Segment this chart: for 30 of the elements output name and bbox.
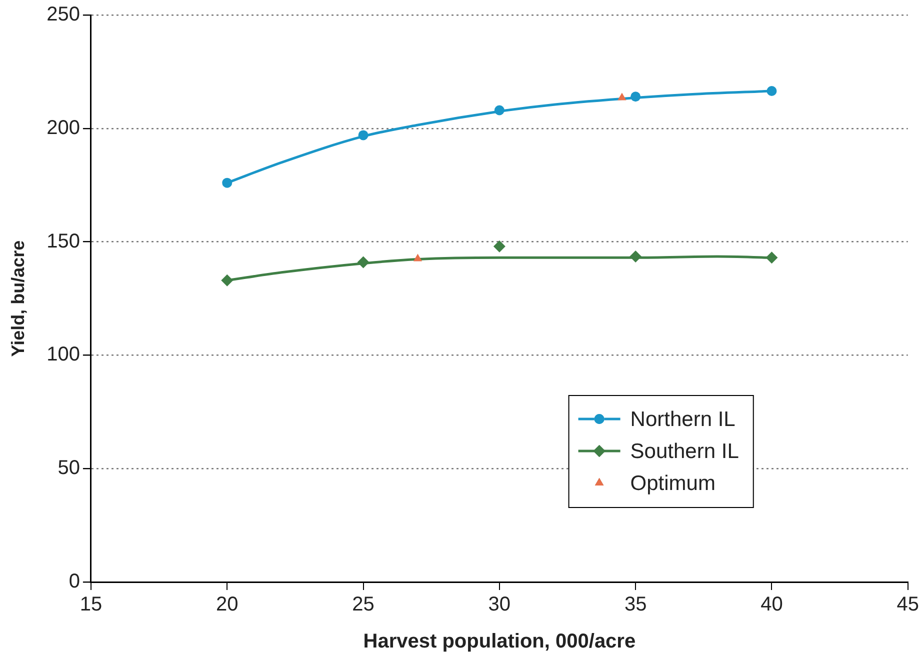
y-tick-label: 150 <box>46 230 80 252</box>
x-axis-title: Harvest population, 000/acre <box>363 630 636 653</box>
point <box>766 86 777 96</box>
y-tick-label: 200 <box>46 116 80 139</box>
point <box>358 130 368 140</box>
legend-label: Northern IL <box>630 408 736 431</box>
point <box>766 252 778 264</box>
x-tick-label: 35 <box>624 594 647 616</box>
y-tick-label: 100 <box>46 344 80 366</box>
point <box>630 92 641 102</box>
point <box>222 178 232 188</box>
y-tick-label: 250 <box>46 4 80 26</box>
point <box>221 274 234 286</box>
y-tick-label: 0 <box>68 570 80 593</box>
x-tick-label: 40 <box>760 594 783 616</box>
point <box>493 240 506 252</box>
x-tick-label: 30 <box>488 594 511 616</box>
x-tick-label: 45 <box>896 594 919 616</box>
y-tick-label: 50 <box>58 457 80 480</box>
x-tick-label: 25 <box>352 594 374 616</box>
point <box>413 254 422 262</box>
point <box>494 105 504 116</box>
legend-label: Optimum <box>630 472 716 495</box>
point <box>357 256 370 268</box>
legend-label: Southern IL <box>630 440 739 463</box>
point <box>630 250 642 263</box>
point <box>618 92 626 100</box>
y-axis-title: Yield, bu/acre <box>8 240 28 357</box>
x-tick-label: 15 <box>80 594 102 616</box>
x-tick-label: 20 <box>216 594 238 616</box>
